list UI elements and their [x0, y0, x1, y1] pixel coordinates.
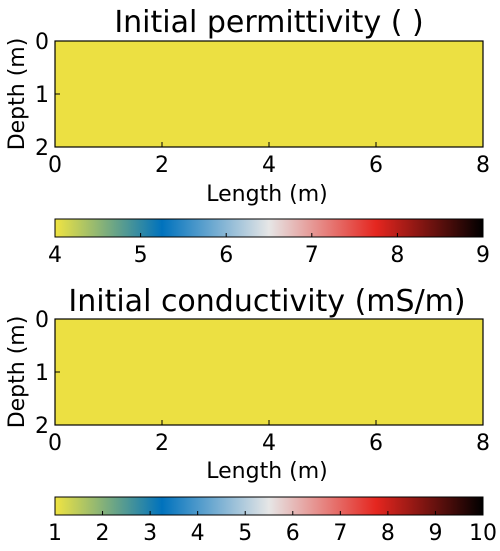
- y-tick-label: 0: [35, 308, 49, 333]
- colorbar-tick-label: 7: [333, 521, 347, 546]
- colorbar-tick-label: 4: [191, 521, 205, 546]
- y-tick-label: 1: [35, 83, 49, 108]
- x-tick-label: 4: [262, 431, 276, 456]
- permittivity-xlabel: Length (m): [206, 182, 327, 207]
- colorbar-tick-label: 6: [286, 521, 300, 546]
- colorbar-tick-label: 8: [381, 521, 395, 546]
- colorbar-tick-label: 3: [143, 521, 157, 546]
- permittivity-x-ticks: 0 2 4 6 8: [48, 142, 490, 178]
- conductivity-ylabel: Depth (m): [5, 316, 30, 429]
- colorbar-tick-label: 6: [219, 243, 233, 268]
- y-tick-label: 0: [35, 30, 49, 55]
- colorbar-tick-label: 2: [96, 521, 110, 546]
- permittivity-colorbar: 4 5 6 7 8 9: [48, 218, 490, 268]
- x-tick-label: 8: [476, 431, 490, 456]
- conductivity-colorbar: 1 2 3 4 5 6 7 8 9 10: [48, 496, 497, 546]
- conductivity-colorbar-ticks: 1 2 3 4 5 6 7 8 9 10: [48, 511, 497, 546]
- conductivity-colorbar-gradient: [54, 496, 484, 516]
- x-tick-label: 0: [48, 431, 62, 456]
- y-tick-label: 1: [35, 361, 49, 386]
- conductivity-xlabel: Length (m): [206, 459, 327, 484]
- colorbar-tick-label: 9: [476, 243, 490, 268]
- colorbar-tick-label: 4: [48, 243, 62, 268]
- permittivity-ylabel: Depth (m): [5, 38, 30, 151]
- permittivity-field: [54, 40, 484, 148]
- x-tick-label: 0: [48, 153, 62, 178]
- conductivity-title: Initial conductivity (mS/m): [68, 284, 465, 319]
- permittivity-y-ticks: 0 1 2: [35, 30, 60, 161]
- colorbar-tick-label: 5: [238, 521, 252, 546]
- permittivity-title: Initial permittivity ( ): [114, 5, 423, 40]
- permittivity-colorbar-ticks: 4 5 6 7 8 9: [48, 233, 490, 268]
- conductivity-x-ticks: 0 2 4 6 8: [48, 420, 490, 456]
- conductivity-y-ticks: 0 1 2: [35, 308, 60, 439]
- colorbar-tick-label: 7: [305, 243, 319, 268]
- y-tick-label: 2: [35, 136, 49, 161]
- y-tick-label: 2: [35, 414, 49, 439]
- permittivity-colorbar-gradient: [54, 218, 484, 238]
- x-tick-label: 6: [369, 431, 383, 456]
- colorbar-tick-label: 9: [428, 521, 442, 546]
- colorbar-tick-label: 1: [48, 521, 62, 546]
- x-tick-label: 4: [262, 153, 276, 178]
- colorbar-tick-label: 8: [390, 243, 404, 268]
- x-tick-label: 6: [369, 153, 383, 178]
- x-tick-label: 2: [155, 431, 169, 456]
- colorbar-tick-label: 10: [469, 521, 497, 546]
- conductivity-field: [54, 318, 484, 426]
- x-tick-label: 8: [476, 153, 490, 178]
- colorbar-tick-label: 5: [134, 243, 148, 268]
- x-tick-label: 2: [155, 153, 169, 178]
